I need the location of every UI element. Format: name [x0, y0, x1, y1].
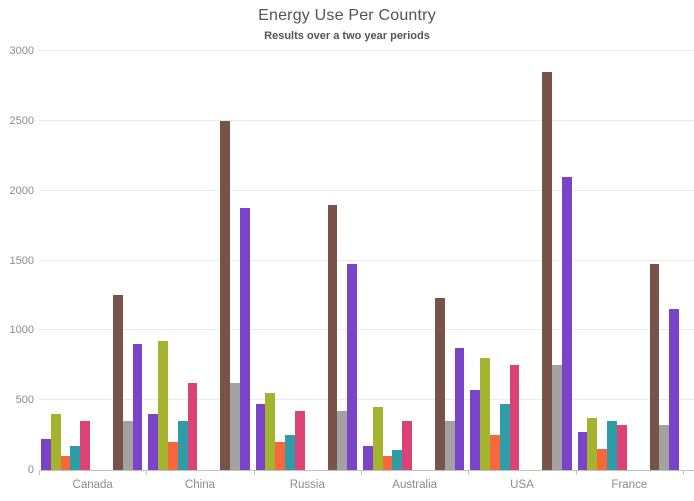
- x-axis-tick: [683, 470, 684, 475]
- category-region-usa: [468, 51, 575, 470]
- bar-green[interactable]: [158, 340, 168, 470]
- y-axis-label: 0: [27, 464, 34, 476]
- group-1-cluster: [470, 358, 520, 470]
- bar-teal[interactable]: [392, 449, 403, 470]
- bar-gray[interactable]: [230, 382, 240, 470]
- bar-green[interactable]: [587, 417, 598, 470]
- category-region-canada: [39, 51, 146, 470]
- y-axis-label: 1500: [9, 254, 34, 267]
- bar-orange[interactable]: [60, 456, 71, 470]
- category-region-russia: [254, 51, 361, 470]
- bar-green[interactable]: [480, 358, 490, 470]
- x-axis-label: Canada: [72, 479, 113, 491]
- bar-teal[interactable]: [285, 435, 295, 470]
- bar-pink[interactable]: [187, 382, 198, 470]
- x-axis-tick: [146, 470, 148, 475]
- group-2-cluster: [542, 71, 572, 470]
- x-axis-tick: [575, 470, 577, 475]
- group-2-cluster: [327, 204, 357, 470]
- group-2-cluster: [112, 295, 143, 470]
- bar-violet[interactable]: [561, 176, 572, 470]
- bar-pink[interactable]: [80, 421, 90, 470]
- gridline: [39, 399, 694, 401]
- bar-green[interactable]: [265, 393, 276, 470]
- category-region-china: [146, 51, 253, 470]
- bar-teal[interactable]: [499, 403, 510, 470]
- x-axis-tick: [39, 470, 40, 475]
- gridline: [39, 119, 694, 121]
- group-2-cluster: [434, 298, 465, 470]
- bar-gray[interactable]: [659, 424, 670, 470]
- bar-purple[interactable]: [41, 438, 51, 470]
- x-axis-label: Australia: [392, 479, 438, 491]
- bar-pink[interactable]: [402, 421, 412, 470]
- bar-violet[interactable]: [132, 344, 143, 470]
- gridline: [39, 50, 694, 51]
- gridline: [39, 259, 694, 261]
- x-axis-tick: [468, 470, 470, 475]
- group-2-cluster: [220, 120, 250, 470]
- bar-teal[interactable]: [70, 445, 81, 470]
- bar-purple[interactable]: [255, 403, 266, 470]
- group-1-cluster: [363, 407, 412, 470]
- bar-violet[interactable]: [347, 264, 357, 470]
- bar-gray[interactable]: [337, 410, 348, 470]
- bar-purple[interactable]: [577, 431, 588, 470]
- bar-orange[interactable]: [275, 442, 286, 470]
- x-axis-line: [39, 470, 694, 471]
- chart-subtitle: Results over a two year periods: [264, 30, 430, 42]
- bar-gray[interactable]: [122, 421, 133, 470]
- y-axis-label: 500: [15, 394, 34, 407]
- bar-violet[interactable]: [454, 347, 465, 470]
- bar-green[interactable]: [50, 414, 61, 470]
- group-2-cluster: [649, 264, 679, 470]
- bar-teal[interactable]: [177, 421, 188, 470]
- group-1-cluster: [41, 414, 90, 470]
- group-1-cluster: [577, 417, 627, 470]
- bar-purple[interactable]: [363, 445, 373, 470]
- bar-orange[interactable]: [489, 435, 500, 470]
- bar-purple[interactable]: [148, 414, 159, 470]
- plot-area: [39, 50, 694, 475]
- x-axis-label: USA: [510, 479, 534, 491]
- category-region-australia: [361, 51, 468, 470]
- bar-gray[interactable]: [552, 365, 562, 470]
- y-axis-label: 3000: [9, 45, 34, 57]
- category-region-france: [576, 51, 683, 470]
- bar-orange[interactable]: [382, 456, 393, 470]
- bar-pink[interactable]: [616, 424, 627, 470]
- group-1-cluster: [148, 340, 198, 470]
- group-1-cluster: [255, 393, 305, 470]
- bar-purple[interactable]: [470, 389, 481, 470]
- bar-brown[interactable]: [327, 204, 338, 470]
- bar-violet[interactable]: [239, 208, 250, 470]
- bar-orange[interactable]: [167, 442, 178, 470]
- y-axis-label: 2500: [9, 114, 34, 127]
- x-axis-tick: [361, 470, 362, 475]
- bar-brown[interactable]: [434, 298, 445, 470]
- bar-pink[interactable]: [509, 365, 520, 470]
- bar-orange[interactable]: [597, 449, 608, 470]
- bar-brown[interactable]: [112, 295, 123, 470]
- bar-green[interactable]: [372, 407, 383, 470]
- x-axis-tick: [253, 470, 255, 475]
- chart-title: Energy Use Per Country: [258, 7, 436, 24]
- y-axis-label: 1000: [9, 324, 34, 337]
- bar-gray[interactable]: [444, 421, 455, 470]
- bar-violet[interactable]: [669, 309, 679, 470]
- x-axis-label: China: [184, 479, 216, 491]
- bar-pink[interactable]: [294, 410, 305, 470]
- y-axis-label: 2000: [9, 184, 34, 197]
- gridline: [39, 329, 694, 331]
- bar-brown[interactable]: [542, 71, 553, 470]
- x-axis-label: Russia: [289, 479, 325, 491]
- x-axis-label: France: [611, 479, 648, 491]
- bar-brown[interactable]: [220, 120, 231, 470]
- bar-brown[interactable]: [649, 264, 660, 470]
- bar-teal[interactable]: [607, 421, 617, 470]
- gridline: [39, 189, 694, 191]
